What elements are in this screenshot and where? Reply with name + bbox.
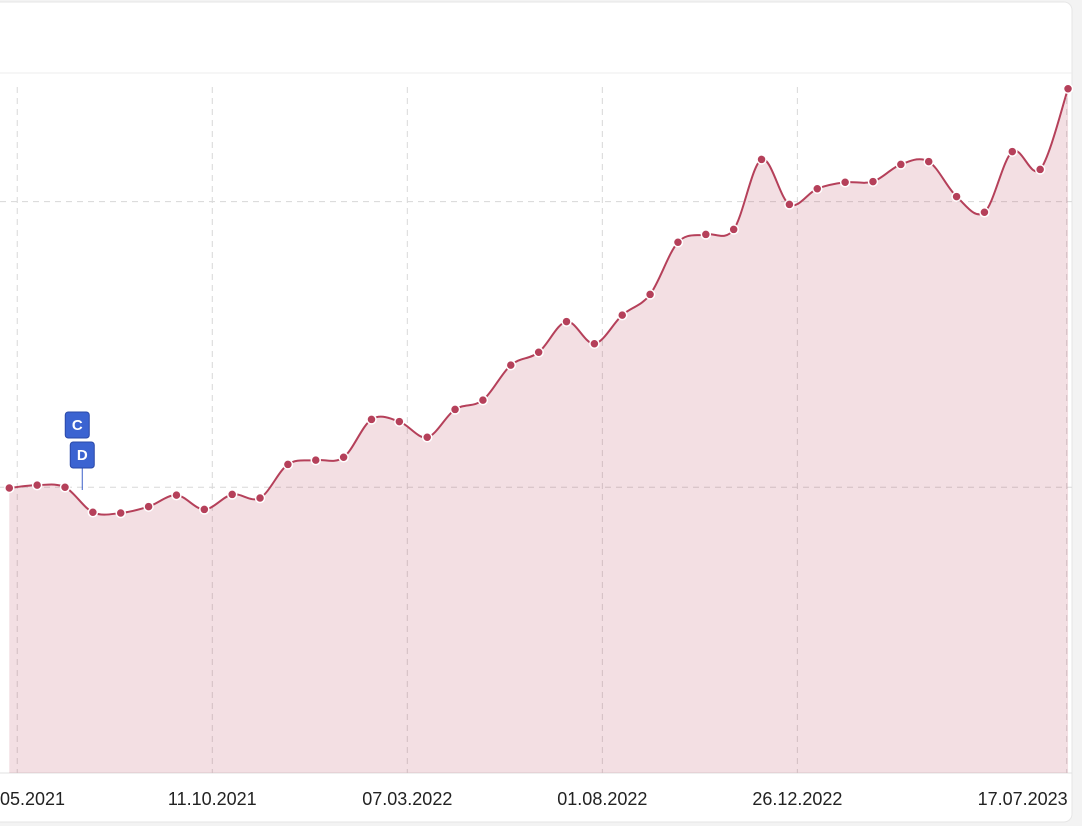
data-point	[728, 224, 739, 235]
data-point	[672, 237, 684, 248]
data-point	[951, 191, 962, 202]
data-point	[254, 492, 266, 504]
data-point	[338, 452, 349, 463]
x-tick-label: 01.08.2022	[557, 789, 647, 809]
data-point	[533, 347, 544, 358]
data-point	[1007, 146, 1018, 157]
data-point	[310, 454, 322, 466]
x-tick-label: 07.03.2022	[362, 789, 452, 809]
data-point	[143, 501, 154, 512]
data-point	[923, 156, 934, 167]
data-point	[895, 159, 907, 170]
data-point	[59, 482, 71, 493]
data-point	[477, 394, 489, 406]
data-point	[979, 207, 990, 218]
area-fill	[9, 88, 1069, 773]
data-point	[589, 338, 600, 349]
data-point	[31, 479, 43, 491]
plot	[0, 83, 1074, 773]
data-point	[4, 482, 15, 494]
x-tick-label: 05.2021	[0, 789, 65, 809]
annotation-flag	[69, 441, 95, 469]
data-point	[226, 489, 238, 500]
data-point	[449, 404, 461, 415]
x-tick-label: 17.07.2023	[978, 789, 1068, 809]
data-point	[171, 489, 182, 501]
data-point	[115, 507, 126, 519]
data-point	[644, 289, 656, 300]
data-point	[756, 154, 767, 165]
annotation-label: C	[72, 417, 83, 434]
data-point	[700, 229, 712, 240]
x-tick-label: 11.10.2021	[168, 789, 257, 809]
data-point	[839, 177, 851, 188]
data-point	[366, 414, 377, 425]
annotation-label: D	[77, 447, 88, 464]
data-point	[1062, 83, 1074, 94]
data-point	[616, 309, 628, 321]
data-point	[282, 459, 294, 470]
data-point	[394, 416, 405, 427]
data-point	[1034, 164, 1046, 175]
data-point	[199, 504, 210, 515]
data-point	[561, 316, 572, 327]
x-tick-label: 26.12.2022	[752, 789, 842, 809]
annotation-flag	[64, 411, 90, 439]
data-point	[421, 432, 433, 443]
data-point	[505, 359, 517, 371]
data-point	[87, 507, 99, 518]
data-point	[867, 176, 879, 187]
data-point	[812, 183, 823, 194]
data-point	[784, 199, 795, 210]
